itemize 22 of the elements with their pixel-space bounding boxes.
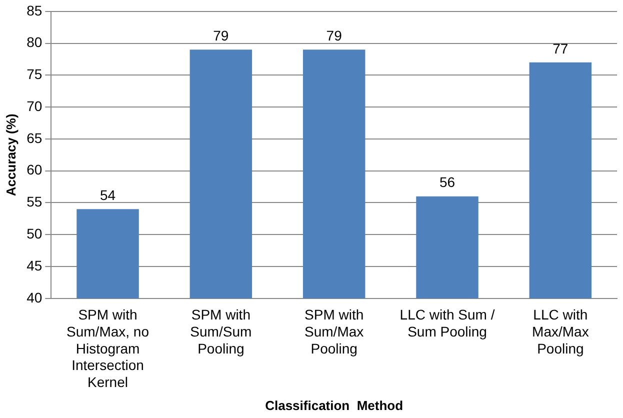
- y-tick-label: 60: [26, 162, 42, 178]
- y-axis-title: Accuracy (%): [3, 114, 18, 196]
- y-tick-label: 75: [26, 66, 42, 82]
- y-tick-label: 80: [26, 34, 42, 50]
- data-label: 79: [213, 28, 229, 44]
- x-tick-label: LLC with Max/Max Pooling: [532, 306, 589, 356]
- y-tick-label: 65: [26, 130, 42, 146]
- y-tick-label: 40: [26, 289, 42, 306]
- x-tick-label: SPM with Sum/Max, no Histogram Intersection Kernel: [66, 306, 150, 390]
- data-label: 56: [439, 174, 456, 190]
- x-tick-label: SPM with Sum/Max Pooling: [304, 306, 364, 356]
- y-tick-label: 50: [26, 225, 42, 242]
- y-tick-label: 85: [26, 2, 42, 18]
- data-label: 54: [100, 186, 116, 203]
- x-tick-label: SPM with Sum/Sum Pooling: [190, 306, 252, 356]
- data-label: 79: [326, 28, 342, 44]
- x-axis-title: Classification Method: [265, 398, 404, 413]
- y-tick-label: 45: [26, 257, 42, 274]
- y-tick-label: 70: [26, 98, 42, 114]
- y-tick-label: 55: [26, 194, 42, 210]
- data-label: 77: [552, 40, 568, 56]
- x-tick-label: LLC with Sum / Sum Pooling: [400, 306, 495, 340]
